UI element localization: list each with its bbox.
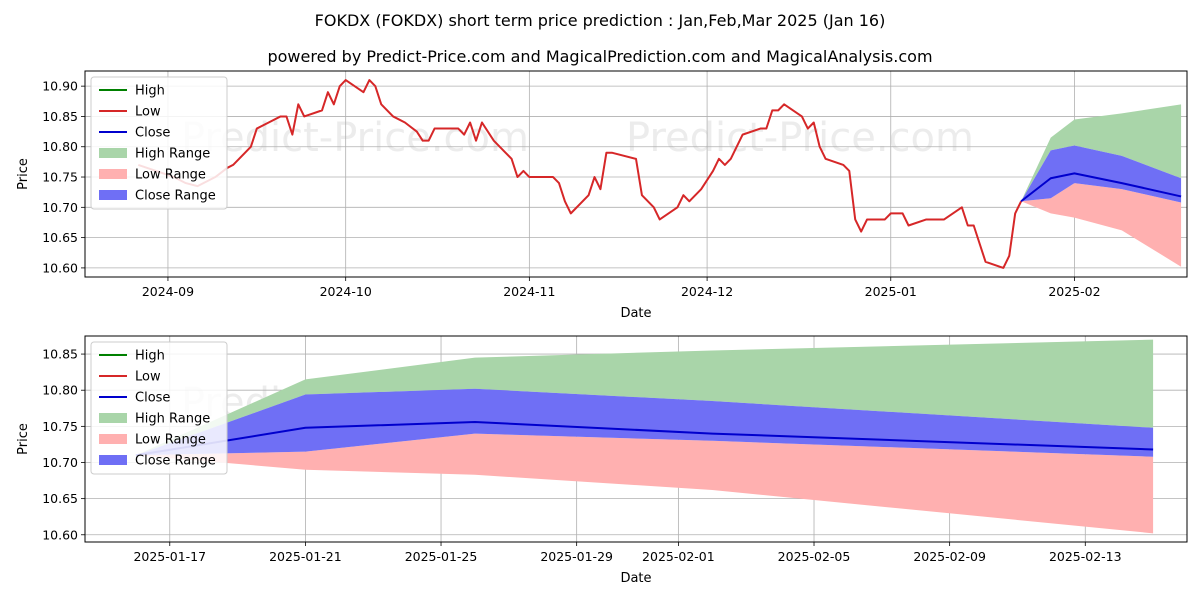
x-tick-label: 2025-01-17 (133, 549, 206, 564)
legend-label: Low Range (135, 433, 206, 448)
high-range-band (1021, 104, 1182, 202)
x-tick-label: 2024-09 (142, 284, 194, 299)
y-tick-label: 10.60 (42, 260, 78, 275)
legend-label: High Range (135, 412, 210, 427)
close-series-line (1020, 172, 1182, 203)
y-tick-label: 10.85 (42, 347, 78, 362)
legend-patch-swatch (99, 148, 127, 158)
legend-label: High Range (135, 147, 210, 162)
x-tick-label: 2024-12 (681, 284, 733, 299)
x-tick-label: 2025-02-01 (642, 549, 715, 564)
x-tick-label: 2025-01-21 (269, 549, 342, 564)
y-axis-label: Price (16, 158, 31, 190)
y-tick-label: 10.75 (42, 170, 78, 185)
low-series-line (137, 79, 1023, 269)
y-tick-label: 10.60 (42, 527, 78, 542)
y-tick-label: 10.85 (42, 109, 78, 124)
legend-patch-swatch (99, 169, 127, 179)
x-tick-label: 2025-01-25 (405, 549, 478, 564)
x-tick-label: 2024-10 (320, 284, 372, 299)
watermark-group: Predict-Price.com Predict-Price.com (181, 115, 974, 161)
legend-patch-swatch (99, 190, 127, 200)
low-range-band (135, 433, 1154, 534)
legend-label: Close (135, 391, 170, 406)
legend-patch-swatch (99, 434, 127, 444)
legend-label: Low (135, 105, 161, 120)
x-axis-label: Date (620, 306, 651, 321)
y-tick-label: 10.70 (42, 455, 78, 470)
low-range-band (1021, 183, 1182, 267)
legend-patch-swatch (99, 455, 127, 465)
legend: High Low Close High Range Low Range Close Ran… (90, 76, 228, 210)
legend-label: High (135, 84, 165, 99)
x-tick-label: 2025-02-09 (913, 549, 986, 564)
legend-label: Low (135, 370, 161, 385)
chart-title: FOKDX (FOKDX) short term price predictio… (315, 11, 886, 30)
x-tick-label: 2024-11 (503, 284, 555, 299)
x-axis-label: Date (620, 571, 651, 586)
close-series-line (135, 421, 1154, 457)
legend-label: Low Range (135, 168, 206, 183)
x-tick-label: 2025-02-13 (1049, 549, 1122, 564)
x-tick-label: 2025-02 (1048, 284, 1100, 299)
y-tick-label: 10.75 (42, 419, 78, 434)
x-tick-label: 2025-02-05 (778, 549, 851, 564)
bottom-panel: Predict-Price.comPredict-Price.comPredic… (16, 335, 1188, 586)
legend-label: Close Range (135, 454, 216, 469)
x-tick-label: 2025-01 (865, 284, 917, 299)
legend-patch-swatch (99, 413, 127, 423)
x-tick-label: 2025-01-29 (540, 549, 613, 564)
high-range-band (135, 339, 1154, 456)
legend: High Low Close High Range Low Range Close Ran… (90, 341, 228, 475)
watermark: Predict-Price.com (626, 115, 974, 161)
legend-label: Close Range (135, 189, 216, 204)
legend-label: Close (135, 126, 170, 141)
y-tick-label: 10.70 (42, 200, 78, 215)
y-tick-label: 10.90 (42, 79, 78, 94)
chart-subtitle: powered by Predict-Price.com and Magical… (267, 47, 932, 66)
legend-label: High (135, 349, 165, 364)
y-axis-label: Price (16, 423, 31, 455)
grid: 10.60 10.65 10.70 10.75 10.80 10.85 10.90 2024-… (42, 71, 1187, 299)
top-panel: Predict-Price.com Predict-Price.com10.601… (16, 70, 1188, 321)
plot-frame (84, 70, 1188, 278)
y-tick-label: 10.65 (42, 230, 78, 245)
y-tick-label: 10.80 (42, 139, 78, 154)
y-tick-label: 10.80 (42, 383, 78, 398)
plot-frame (84, 335, 1188, 543)
y-tick-label: 10.65 (42, 491, 78, 506)
